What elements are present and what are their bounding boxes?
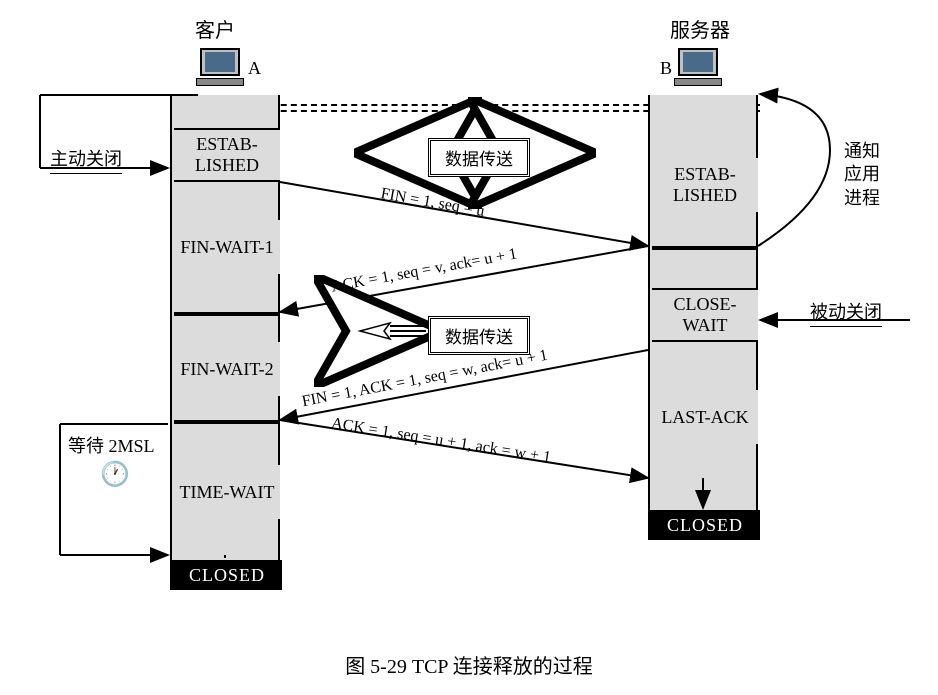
server-lifeline: ESTAB-LISHED CLOSE-WAIT LAST-ACK CLOSED <box>648 95 758 540</box>
client-state-closed: CLOSED <box>172 560 282 590</box>
client-state-finwait2: FIN-WAIT-2 <box>174 342 280 396</box>
tcp-release-diagram: 客户 服务器 A B ESTAB-LISHED FIN-WAIT-1 FIN-W… <box>0 0 938 695</box>
client-state-finwait1: FIN-WAIT-1 <box>174 220 280 274</box>
server-state-closed: CLOSED <box>650 510 760 540</box>
server-state-closewait: CLOSE-WAIT <box>652 288 758 342</box>
figure-caption: 图 5-29 TCP 连接释放的过程 <box>0 650 938 679</box>
msg2-label: ACK = 1, seq = v, ack= u + 1 <box>330 245 519 296</box>
server-computer-icon <box>678 48 728 88</box>
msg3-label: FIN = 1, ACK = 1, seq = w, ack= u + 1 <box>301 347 550 411</box>
client-divider1 <box>174 312 280 316</box>
data-transfer-box-1: 数据传送 <box>428 138 530 177</box>
client-state-timewait: TIME-WAIT <box>174 465 280 519</box>
server-state-lastack: LAST-ACK <box>652 390 758 444</box>
client-state-established: ESTAB-LISHED <box>174 128 280 182</box>
passive-close-label: 被动关闭 <box>810 298 882 327</box>
client-endpoint-label: A <box>248 58 261 79</box>
notify-app-label: 通知应用进程 <box>844 140 880 210</box>
client-lifeline: ESTAB-LISHED FIN-WAIT-1 FIN-WAIT-2 TIME-… <box>170 95 280 590</box>
data-transfer-box-2: 数据传送 <box>428 316 530 355</box>
msg4-label: ACK = 1, seq = u + 1, ack = w + 1 <box>330 415 552 468</box>
client-header: 客户 <box>195 14 235 43</box>
server-endpoint-label: B <box>660 58 672 79</box>
wait-2msl-label: 等待 2MSL <box>68 432 155 458</box>
clock-icon: 🕐 <box>100 460 130 489</box>
client-divider2 <box>174 420 280 424</box>
server-divider0 <box>652 246 758 250</box>
server-header: 服务器 <box>670 14 730 43</box>
active-close-label: 主动关闭 <box>50 145 122 174</box>
server-state-established: ESTAB-LISHED <box>652 158 758 212</box>
msg1-label: FIN = 1, seq = u <box>379 185 486 221</box>
client-computer-icon <box>200 48 250 88</box>
